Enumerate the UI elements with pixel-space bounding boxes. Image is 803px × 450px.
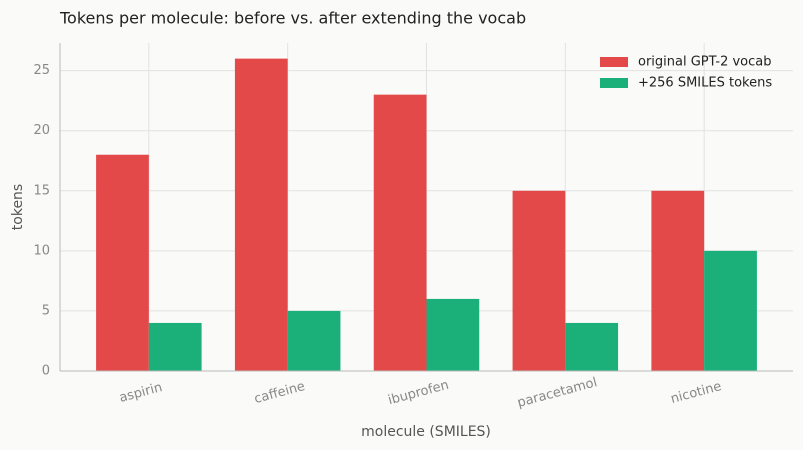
bar (96, 154, 149, 371)
x-tick-label: ibuprofen (387, 378, 451, 409)
bar (565, 322, 619, 371)
y-tick-label: 5 (42, 303, 50, 318)
y-tick-label: 15 (33, 183, 50, 198)
x-tick-label: aspirin (118, 380, 164, 406)
y-tick-label: 25 (33, 63, 50, 78)
y-tick-label: 0 (42, 364, 50, 379)
legend-label: +256 SMILES tokens (638, 76, 772, 91)
bar (148, 322, 202, 371)
y-tick-label: 20 (33, 123, 50, 138)
x-axis-label: molecule (SMILES) (361, 424, 491, 440)
bar (704, 250, 757, 371)
bar (234, 58, 288, 371)
y-tick-label: 10 (33, 243, 50, 258)
chart-title: Tokens per molecule: before vs. after ex… (59, 9, 526, 28)
legend-swatch (600, 57, 628, 67)
bar (426, 298, 480, 371)
y-axis-label: tokens (10, 184, 26, 230)
legend-swatch (600, 78, 628, 88)
bar (651, 190, 705, 371)
x-tick-label: nicotine (669, 379, 723, 407)
bar (512, 190, 566, 371)
x-tick-label: caffeine (253, 379, 307, 407)
bar (287, 310, 341, 371)
bar (373, 94, 427, 372)
legend-label: original GPT-2 vocab (638, 55, 772, 70)
x-tick-label: paracetamol (516, 375, 599, 411)
